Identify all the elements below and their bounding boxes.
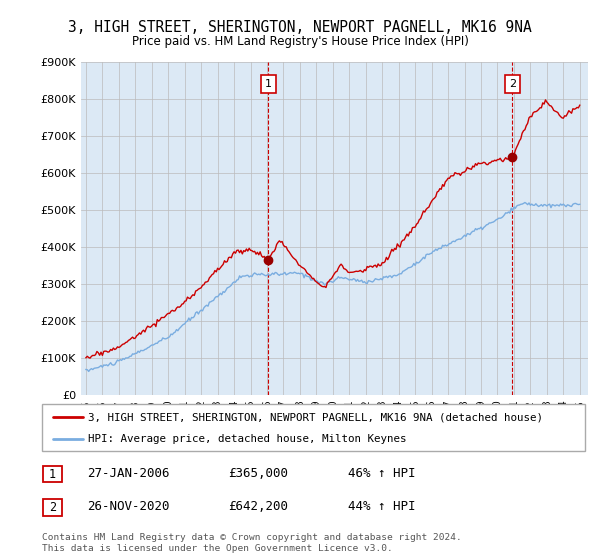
Text: Price paid vs. HM Land Registry's House Price Index (HPI): Price paid vs. HM Land Registry's House … — [131, 35, 469, 48]
Text: 46% ↑ HPI: 46% ↑ HPI — [348, 466, 415, 480]
Text: 2: 2 — [509, 79, 516, 89]
Text: 27-JAN-2006: 27-JAN-2006 — [87, 466, 170, 480]
Text: 3, HIGH STREET, SHERINGTON, NEWPORT PAGNELL, MK16 9NA (detached house): 3, HIGH STREET, SHERINGTON, NEWPORT PAGN… — [88, 412, 543, 422]
Text: 1: 1 — [265, 79, 272, 89]
Text: 3, HIGH STREET, SHERINGTON, NEWPORT PAGNELL, MK16 9NA: 3, HIGH STREET, SHERINGTON, NEWPORT PAGN… — [68, 20, 532, 35]
Text: 2: 2 — [49, 501, 56, 514]
Text: 44% ↑ HPI: 44% ↑ HPI — [348, 500, 415, 514]
Text: £642,200: £642,200 — [228, 500, 288, 514]
Text: £365,000: £365,000 — [228, 466, 288, 480]
Text: HPI: Average price, detached house, Milton Keynes: HPI: Average price, detached house, Milt… — [88, 434, 407, 444]
Text: Contains HM Land Registry data © Crown copyright and database right 2024.
This d: Contains HM Land Registry data © Crown c… — [42, 533, 462, 553]
Text: 26-NOV-2020: 26-NOV-2020 — [87, 500, 170, 514]
Text: 1: 1 — [49, 468, 56, 480]
